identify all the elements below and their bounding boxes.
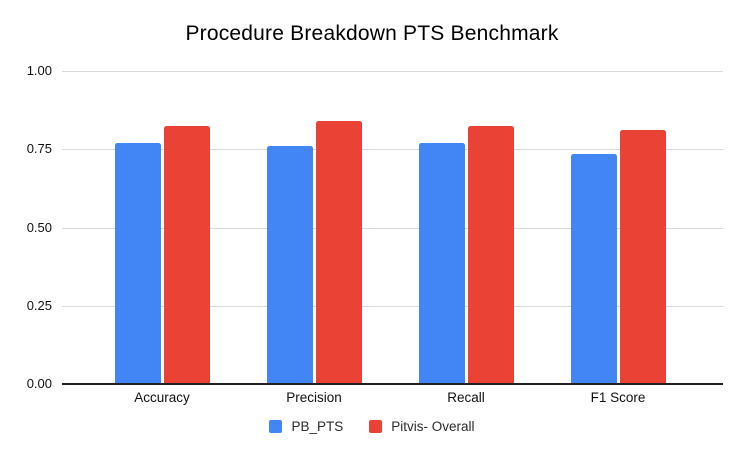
- x-tick-label-accuracy: Accuracy: [134, 390, 190, 405]
- bar-group-precision: [238, 71, 390, 384]
- x-tick-label-precision: Precision: [286, 390, 342, 405]
- gridline-1: [62, 71, 723, 72]
- x-axis: Accuracy Precision Recall F1 Score: [86, 390, 694, 405]
- chart-title: Procedure Breakdown PTS Benchmark: [185, 22, 559, 45]
- bar-pb-pts-recall: [418, 143, 465, 384]
- x-tick-label-recall: Recall: [447, 390, 485, 405]
- bar-pitvis-overall-accuracy: [163, 125, 210, 384]
- legend-label: PB_PTS: [291, 419, 344, 434]
- legend-label: Pitvis- Overall: [391, 419, 475, 434]
- x-tick-label-f1-score: F1 Score: [590, 390, 646, 405]
- legend-swatch-icon: [369, 420, 383, 433]
- bar-pb-pts-accuracy: [114, 143, 161, 384]
- y-axis: 0.00 0.25 0.50 0.75 1.00: [0, 64, 52, 390]
- legend-swatch-icon: [269, 420, 283, 433]
- y-tick-label-0.75: 0.75: [26, 141, 52, 157]
- y-tick-label-0.50: 0.50: [26, 219, 52, 235]
- legend-item-pb-pts: PB_PTS: [269, 419, 343, 434]
- legend-item-pitvis-overall: Pitvis- Overall: [369, 419, 475, 434]
- bar-group-accuracy: [86, 71, 238, 384]
- bar-pitvis-overall-recall: [467, 125, 514, 384]
- plot-area: [62, 71, 723, 385]
- legend: PB_PTS Pitvis- Overall: [0, 419, 744, 434]
- gridline-0.75: [62, 149, 723, 151]
- bar-pb-pts-f1-score: [570, 153, 617, 384]
- gridline-0.25: [62, 305, 723, 307]
- bar-pitvis-overall-f1-score: [619, 130, 666, 384]
- x-axis-line: [62, 383, 723, 385]
- y-tick-label-0.00: 0.00: [26, 376, 52, 391]
- bar-pitvis-overall-precision: [315, 121, 362, 384]
- bars-area: [86, 71, 694, 384]
- bar-group-recall: [390, 71, 542, 384]
- bar-group-f1-score: [542, 71, 694, 384]
- y-tick-label-1.00: 1.00: [26, 63, 52, 78]
- gridline-0.5: [62, 227, 723, 229]
- y-tick-label-0.25: 0.25: [26, 297, 52, 313]
- bar-pb-pts-precision: [266, 146, 313, 384]
